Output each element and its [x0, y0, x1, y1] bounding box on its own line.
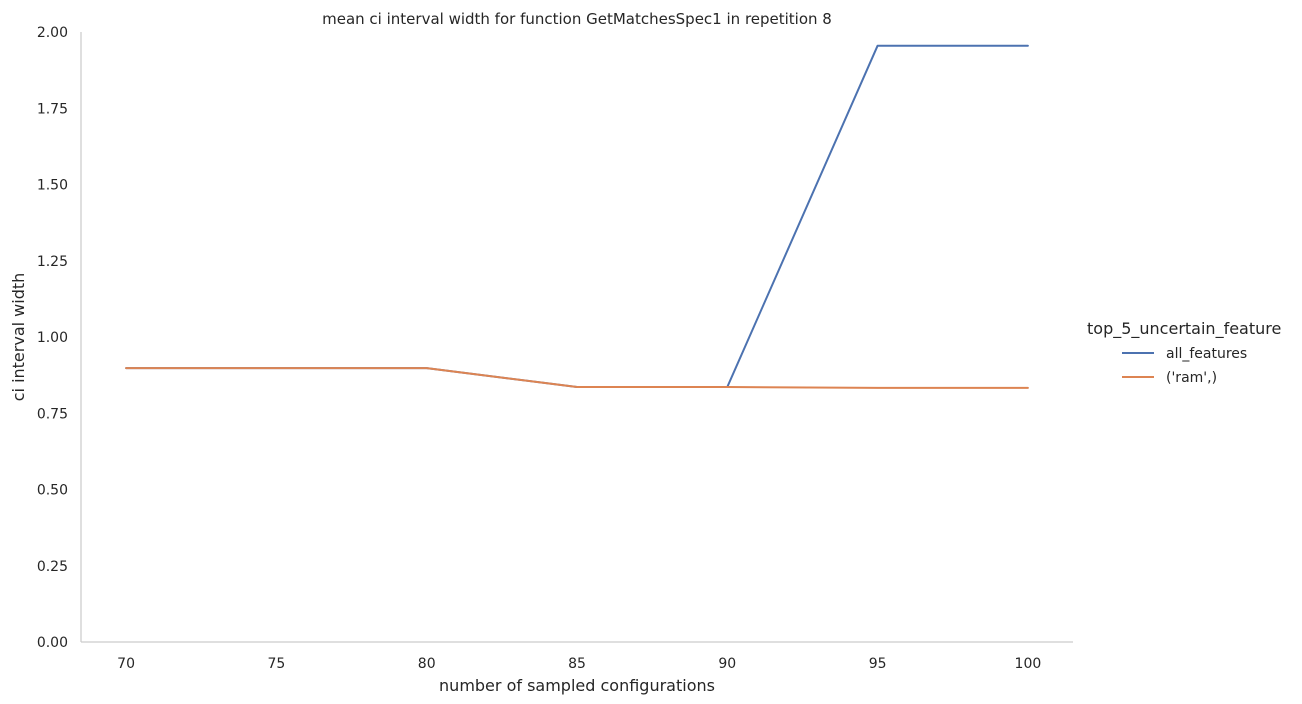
y-tick-label: 0.75: [37, 406, 68, 422]
x-axis-label: number of sampled configurations: [439, 676, 715, 695]
y-tick-labels: 0.00 0.25 0.50 0.75 1.00 1.25 1.50 1.75 2.00: [37, 25, 68, 651]
series-lines: [125, 44, 1029, 389]
x-tick-label: 95: [869, 656, 887, 672]
legend: top_5_uncertain_feature all_features ('ra…: [1087, 319, 1281, 386]
y-tick-label: 1.25: [37, 254, 68, 270]
y-axis-label: ci interval width: [9, 273, 28, 402]
y-tick-label: 1.00: [37, 330, 68, 346]
y-tick-label: 0.25: [37, 559, 68, 575]
y-tick-label: 1.50: [37, 178, 68, 194]
y-tick-label: 2.00: [37, 25, 68, 41]
x-tick-label: 90: [718, 656, 736, 672]
series-line-ram: [125, 367, 1029, 389]
x-tick-label: 100: [1015, 656, 1042, 672]
legend-title: top_5_uncertain_feature: [1087, 319, 1281, 339]
legend-label: all_features: [1166, 346, 1247, 362]
x-tick-label: 70: [117, 656, 135, 672]
y-tick-label: 0.00: [37, 635, 68, 651]
y-tick-label: 0.50: [37, 483, 68, 499]
chart-title: mean ci interval width for function GetM…: [322, 10, 832, 28]
legend-label: ('ram',): [1166, 370, 1217, 386]
x-tick-label: 85: [568, 656, 586, 672]
y-tick-label: 1.75: [37, 101, 68, 117]
x-tick-label: 80: [418, 656, 436, 672]
x-tick-label: 75: [267, 656, 285, 672]
series-line-all-features: [125, 44, 1029, 388]
axes: [80, 32, 1073, 643]
x-tick-labels: 70 75 80 85 90 95 100: [117, 656, 1041, 672]
